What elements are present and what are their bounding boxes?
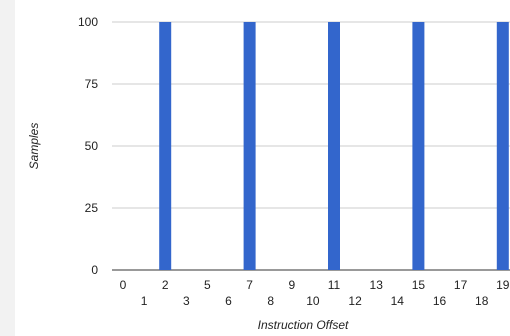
x-tick-label: 17 [454, 278, 468, 292]
x-tick-label: 19 [496, 278, 510, 292]
x-tick-label: 7 [246, 278, 253, 292]
x-tick-label: 5 [204, 278, 211, 292]
bar-2 [159, 22, 172, 270]
x-tick-label: 10 [306, 294, 320, 308]
x-tick-label: 18 [475, 294, 489, 308]
y-tick-labels: 0 25 50 75 100 [78, 15, 98, 277]
y-tick-label: 50 [85, 139, 99, 153]
chart-background [15, 0, 510, 336]
y-axis-title: Samples [27, 123, 41, 170]
x-tick-label: 15 [412, 278, 426, 292]
x-tick-label: 3 [183, 294, 190, 308]
y-tick-label: 25 [85, 201, 99, 215]
y-tick-label: 0 [91, 263, 98, 277]
x-tick-label: 12 [348, 294, 362, 308]
bar-7 [243, 22, 256, 270]
x-tick-label: 14 [391, 294, 405, 308]
bars [159, 22, 509, 270]
x-tick-label: 11 [328, 278, 341, 292]
bar-19 [496, 22, 509, 270]
bar-11 [328, 22, 340, 270]
x-tick-label: 0 [120, 278, 127, 292]
x-tick-label: 8 [267, 294, 274, 308]
y-tick-label: 75 [85, 77, 99, 91]
y-tick-label: 100 [78, 15, 98, 29]
x-tick-label: 9 [288, 278, 295, 292]
gridlines [112, 21, 510, 271]
bar-15 [412, 22, 425, 270]
x-tick-label: 2 [162, 278, 169, 292]
x-tick-label: 13 [370, 278, 384, 292]
x-tick-label: 16 [433, 294, 447, 308]
x-tick-label: 1 [141, 294, 148, 308]
x-tick-label: 6 [225, 294, 232, 308]
x-axis-title: Instruction Offset [258, 318, 349, 332]
